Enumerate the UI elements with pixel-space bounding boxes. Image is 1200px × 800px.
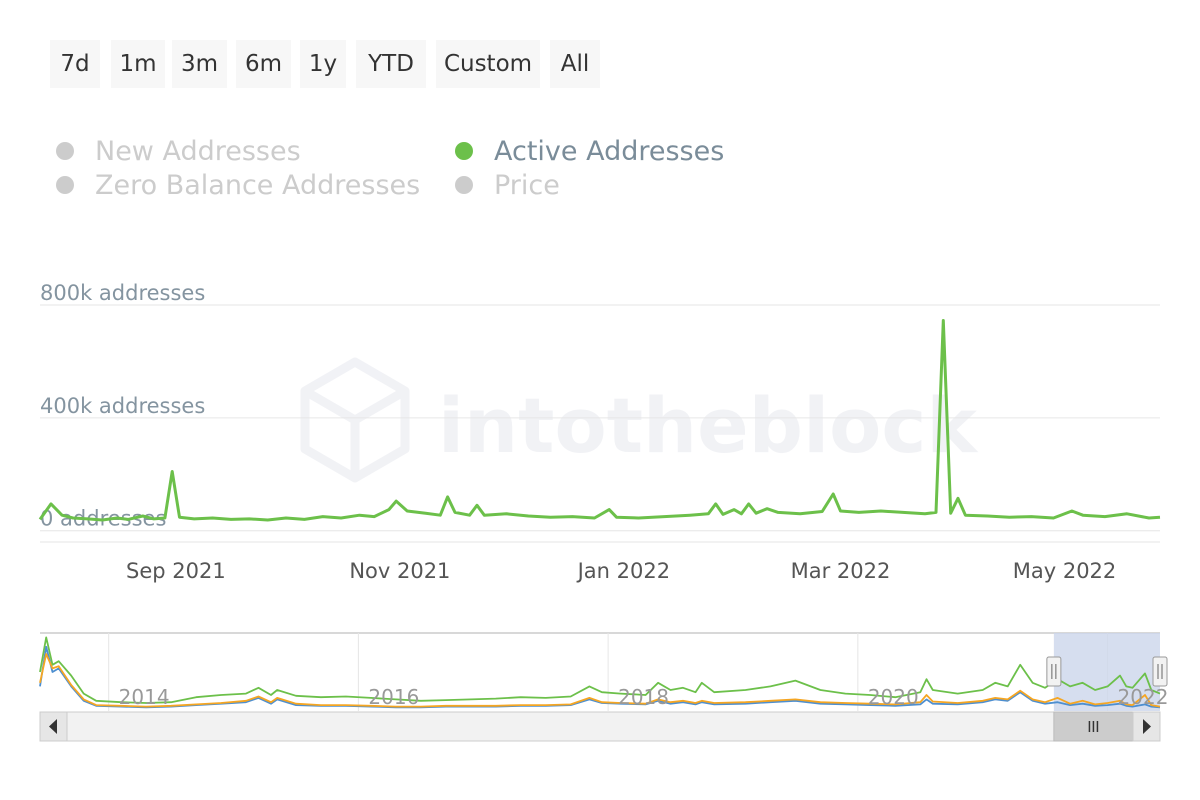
navigator-line-active-addresses bbox=[39, 636, 1161, 704]
legend-dot-icon bbox=[56, 142, 74, 160]
series-group bbox=[38, 319, 1161, 522]
legend-label: New Addresses bbox=[95, 135, 301, 167]
range-custom-button[interactable]: Custom bbox=[436, 40, 540, 88]
legend-dot-icon bbox=[56, 176, 74, 194]
legend-item-new-addresses[interactable]: New Addresses bbox=[56, 135, 301, 167]
navigator: 2014 2016 2018 2020 2022 bbox=[39, 632, 1169, 711]
navigator-year-labels: 2014 2016 2018 2020 2022 bbox=[119, 685, 1169, 709]
y-tick-label: 0 addresses bbox=[40, 507, 166, 531]
navigator-year-label: 2014 bbox=[119, 685, 170, 709]
legend-item-active-addresses[interactable]: Active Addresses bbox=[455, 135, 724, 167]
navigator-series bbox=[39, 636, 1161, 709]
scrollbar bbox=[39, 711, 1161, 742]
legend-item-price[interactable]: Price bbox=[455, 169, 560, 201]
legend-label: Price bbox=[494, 169, 560, 201]
scrollbar-track[interactable] bbox=[39, 711, 1161, 742]
y-tick-label: 400k addresses bbox=[40, 394, 205, 418]
range-ytd-button[interactable]: YTD bbox=[356, 40, 426, 88]
watermark-logo-icon bbox=[300, 357, 410, 483]
navigator-year-label: 2020 bbox=[868, 685, 919, 709]
arrow-left-icon bbox=[49, 719, 57, 734]
navigator-handles bbox=[1046, 656, 1168, 687]
legend-dot-icon bbox=[455, 142, 473, 160]
watermark-text: intotheblock bbox=[438, 381, 978, 470]
range-7d-button[interactable]: 7d bbox=[50, 40, 100, 88]
handle-box bbox=[1046, 656, 1062, 687]
watermark: intotheblock bbox=[300, 357, 978, 483]
y-axis-labels: 0 addresses 400k addresses 800k addresses bbox=[40, 281, 205, 531]
series-line-active-addresses bbox=[38, 319, 1161, 522]
navigator-line-new-addresses bbox=[39, 645, 1161, 709]
handle-box bbox=[1152, 656, 1168, 687]
range-3m-button[interactable]: 3m bbox=[172, 40, 227, 88]
y-gridlines bbox=[40, 304, 1160, 543]
x-tick-label: Mar 2022 bbox=[791, 559, 891, 583]
navigator-handle[interactable] bbox=[1152, 656, 1168, 687]
range-1m-button[interactable]: 1m bbox=[111, 40, 165, 88]
navigator-line-zero-balance-addresses bbox=[39, 653, 1161, 708]
navigator-gridlines bbox=[108, 633, 1109, 711]
scroll-right-button[interactable] bbox=[1132, 711, 1161, 742]
x-tick-label: Sep 2021 bbox=[126, 559, 226, 583]
range-6m-button[interactable]: 6m bbox=[236, 40, 291, 88]
arrow-right-icon bbox=[1143, 719, 1151, 734]
legend-item-zero-balance-addresses[interactable]: Zero Balance Addresses bbox=[56, 169, 420, 201]
range-1y-button[interactable]: 1y bbox=[300, 40, 346, 88]
navigator-handle[interactable] bbox=[1046, 656, 1062, 687]
range-all-button[interactable]: All bbox=[550, 40, 600, 88]
navigator-selection bbox=[1053, 633, 1160, 711]
navigator-year-label: 2018 bbox=[618, 685, 669, 709]
legend-label: Zero Balance Addresses bbox=[95, 169, 421, 201]
grip-icon bbox=[1088, 721, 1099, 732]
legend-dot-icon bbox=[455, 176, 473, 194]
x-axis-labels: Sep 2021 Nov 2021 Jan 2022 Mar 2022 May 2022 bbox=[126, 559, 1116, 583]
scrollbar-thumb[interactable] bbox=[1053, 711, 1134, 742]
y-tick-label: 800k addresses bbox=[40, 281, 205, 305]
scroll-left-button[interactable] bbox=[39, 711, 68, 742]
navigator-year-label: 2016 bbox=[368, 685, 419, 709]
x-tick-label: Nov 2021 bbox=[349, 559, 450, 583]
legend-label: Active Addresses bbox=[494, 135, 725, 167]
navigator-year-label: 2022 bbox=[1118, 685, 1169, 709]
x-tick-label: May 2022 bbox=[1013, 559, 1117, 583]
x-tick-label: Jan 2022 bbox=[576, 559, 671, 583]
